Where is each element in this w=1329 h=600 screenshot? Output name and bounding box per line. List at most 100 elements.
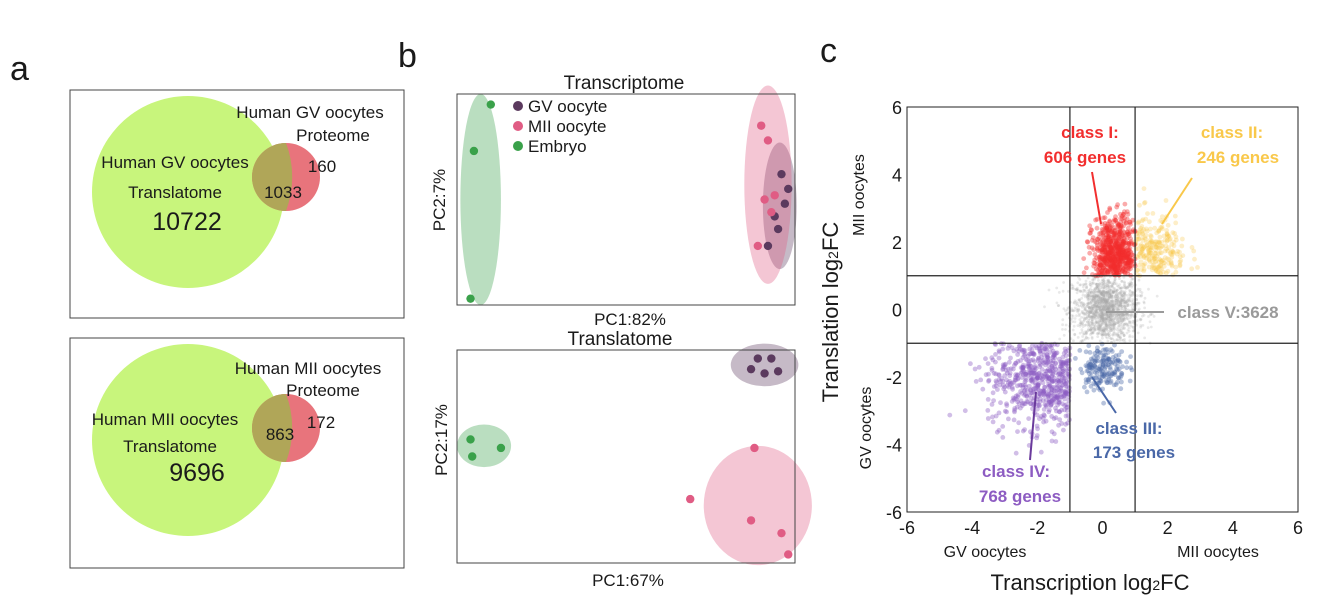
- fc-point-class-iv: [1022, 379, 1028, 384]
- fc-point-class-v-3628: [1114, 299, 1118, 302]
- fc-point-class-iii: [1108, 347, 1114, 353]
- fc-point-class-iv: [1013, 450, 1019, 456]
- fc-point-class-v-3628: [1106, 308, 1110, 311]
- fc-point-class-iii: [1113, 382, 1119, 387]
- fc-point-class-iv: [1036, 355, 1042, 361]
- fc-point-class-i: [1129, 252, 1135, 258]
- fc-point-class-iv: [1028, 370, 1034, 376]
- fc-point-class-v-3628: [1135, 301, 1138, 305]
- fc-point-class-ii: [1154, 253, 1160, 259]
- fc-point-class-iv: [1053, 395, 1058, 400]
- fc-point-class-v-3628: [1079, 301, 1083, 305]
- fc-point-class-v-3628: [1095, 285, 1098, 289]
- fc-point-class-v-3628: [1122, 324, 1126, 328]
- fc-point-class-i: [1102, 215, 1108, 221]
- fc-point-class-v-3628: [1102, 301, 1106, 305]
- fc-point-class-iii: [1078, 366, 1084, 372]
- fc-point-class-v-3628: [1130, 281, 1134, 285]
- fc-point-class-i: [1084, 239, 1090, 245]
- fc-point-class-iv: [1029, 370, 1035, 376]
- fc-point-class-v-3628: [1120, 293, 1123, 297]
- fc-point-class-v-3628: [1123, 293, 1127, 296]
- fc-point-class-v-3628: [1099, 314, 1103, 318]
- fc-point-class-v-3628: [1102, 293, 1106, 297]
- fc-point-class-v-3628: [1094, 294, 1098, 298]
- fc-point-class-iv: [1004, 383, 1010, 388]
- fc-point-class-v-3628: [1082, 283, 1086, 287]
- fc-point-class-iv: [1039, 377, 1045, 382]
- fc-point-class-iv: [1063, 381, 1068, 387]
- fc-point-class-ii: [1173, 237, 1179, 243]
- fc-point-class-v-3628: [1099, 301, 1103, 305]
- fc-point-class-iv: [1027, 363, 1033, 369]
- venn-gv-overlap: [252, 143, 293, 211]
- fc-point-class-iv: [972, 366, 978, 372]
- fc-point-class-iv: [1051, 399, 1057, 405]
- fc-point-class-ii: [1189, 245, 1195, 250]
- fc-point-class-ii: [1151, 255, 1157, 261]
- fc-x-tick-label: -4: [964, 518, 980, 538]
- fc-point-class-v-3628: [1119, 306, 1123, 309]
- fc-point-class-ii: [1172, 231, 1177, 236]
- fc-point-class-v-3628: [1120, 331, 1123, 335]
- fc-point-class-v-3628: [1116, 303, 1120, 307]
- fc-point-class-v-3628: [1117, 303, 1121, 307]
- fc-point-class-iv: [1043, 368, 1049, 374]
- fc-point-class-v-3628: [1102, 333, 1105, 336]
- fc-point-class-iv: [1060, 366, 1066, 372]
- fc-point-class-v-3628: [1073, 320, 1077, 324]
- class-ii-name: class II:: [1201, 123, 1263, 142]
- fc-point-class-iv: [1031, 386, 1037, 391]
- fc-point-class-v-3628: [1094, 300, 1098, 304]
- fc-point-class-iv: [1060, 375, 1065, 380]
- fc-point-class-ii: [1164, 231, 1170, 237]
- fc-point-class-v-3628: [1107, 278, 1110, 282]
- fc-point-class-v-3628: [1104, 298, 1108, 301]
- fc-point-class-v-3628: [1105, 304, 1109, 308]
- fc-point-class-iii: [1104, 347, 1110, 352]
- fc-point-class-i: [1122, 270, 1128, 276]
- fc-point-class-iv: [1023, 371, 1028, 377]
- fc-point-class-v-3628: [1111, 333, 1115, 336]
- fc-point-class-v-3628: [1101, 313, 1105, 317]
- fc-point-class-v-3628: [1106, 294, 1109, 298]
- fc-point-class-v-3628: [1087, 323, 1091, 326]
- fc-point-class-v-3628: [1128, 295, 1132, 298]
- fc-point-class-iv: [1061, 378, 1067, 384]
- fc-point-class-v-3628: [1117, 321, 1121, 325]
- fc-point-class-v-3628: [1121, 289, 1124, 293]
- fc-point-class-v-3628: [1105, 317, 1108, 320]
- fc-point-class-v-3628: [1091, 331, 1095, 335]
- fc-point-class-v-3628: [1110, 304, 1114, 307]
- fc-point-class-v-3628: [1100, 312, 1104, 316]
- fc-point-class-iii: [1098, 350, 1103, 356]
- fc-point-class-ii: [1177, 249, 1182, 255]
- fc-point-class-v-3628: [1120, 299, 1124, 302]
- fc-point-class-v-3628: [1102, 299, 1106, 303]
- fc-point-class-iv: [1056, 387, 1062, 393]
- fc-point-class-v-3628: [1090, 318, 1094, 321]
- fc-point-class-v-3628: [1073, 332, 1077, 336]
- fc-point-class-v-3628: [1098, 300, 1102, 303]
- fc-point-class-v-3628: [1121, 307, 1124, 310]
- fc-point-class-iv: [1046, 409, 1052, 415]
- fc-point-class-v-3628: [1073, 317, 1077, 320]
- fc-point-class-v-3628: [1121, 294, 1125, 298]
- fc-point-class-v-3628: [1121, 319, 1125, 323]
- fc-point-class-v-3628: [1095, 320, 1099, 324]
- fc-point-class-iii: [1105, 350, 1111, 355]
- fc-point-class-v-3628: [1104, 321, 1108, 324]
- fc-point-class-v-3628: [1098, 306, 1102, 310]
- fc-point-class-iv: [1063, 360, 1069, 365]
- fc-point-class-v-3628: [1097, 313, 1101, 317]
- fc-scatter-points: [947, 186, 1200, 456]
- fc-point-class-iv: [1015, 429, 1020, 434]
- fc-point-class-v-3628: [1119, 320, 1123, 324]
- fc-point-class-iv: [1056, 399, 1062, 405]
- fc-point-class-iv: [995, 387, 1000, 392]
- fc-point-class-ii: [1140, 243, 1145, 249]
- pca-transcriptome-ylabel: PC2:7%: [430, 169, 449, 231]
- fc-point-class-v-3628: [1118, 300, 1122, 303]
- fc-point-class-v-3628: [1093, 304, 1097, 307]
- fc-point-class-iv: [986, 377, 992, 383]
